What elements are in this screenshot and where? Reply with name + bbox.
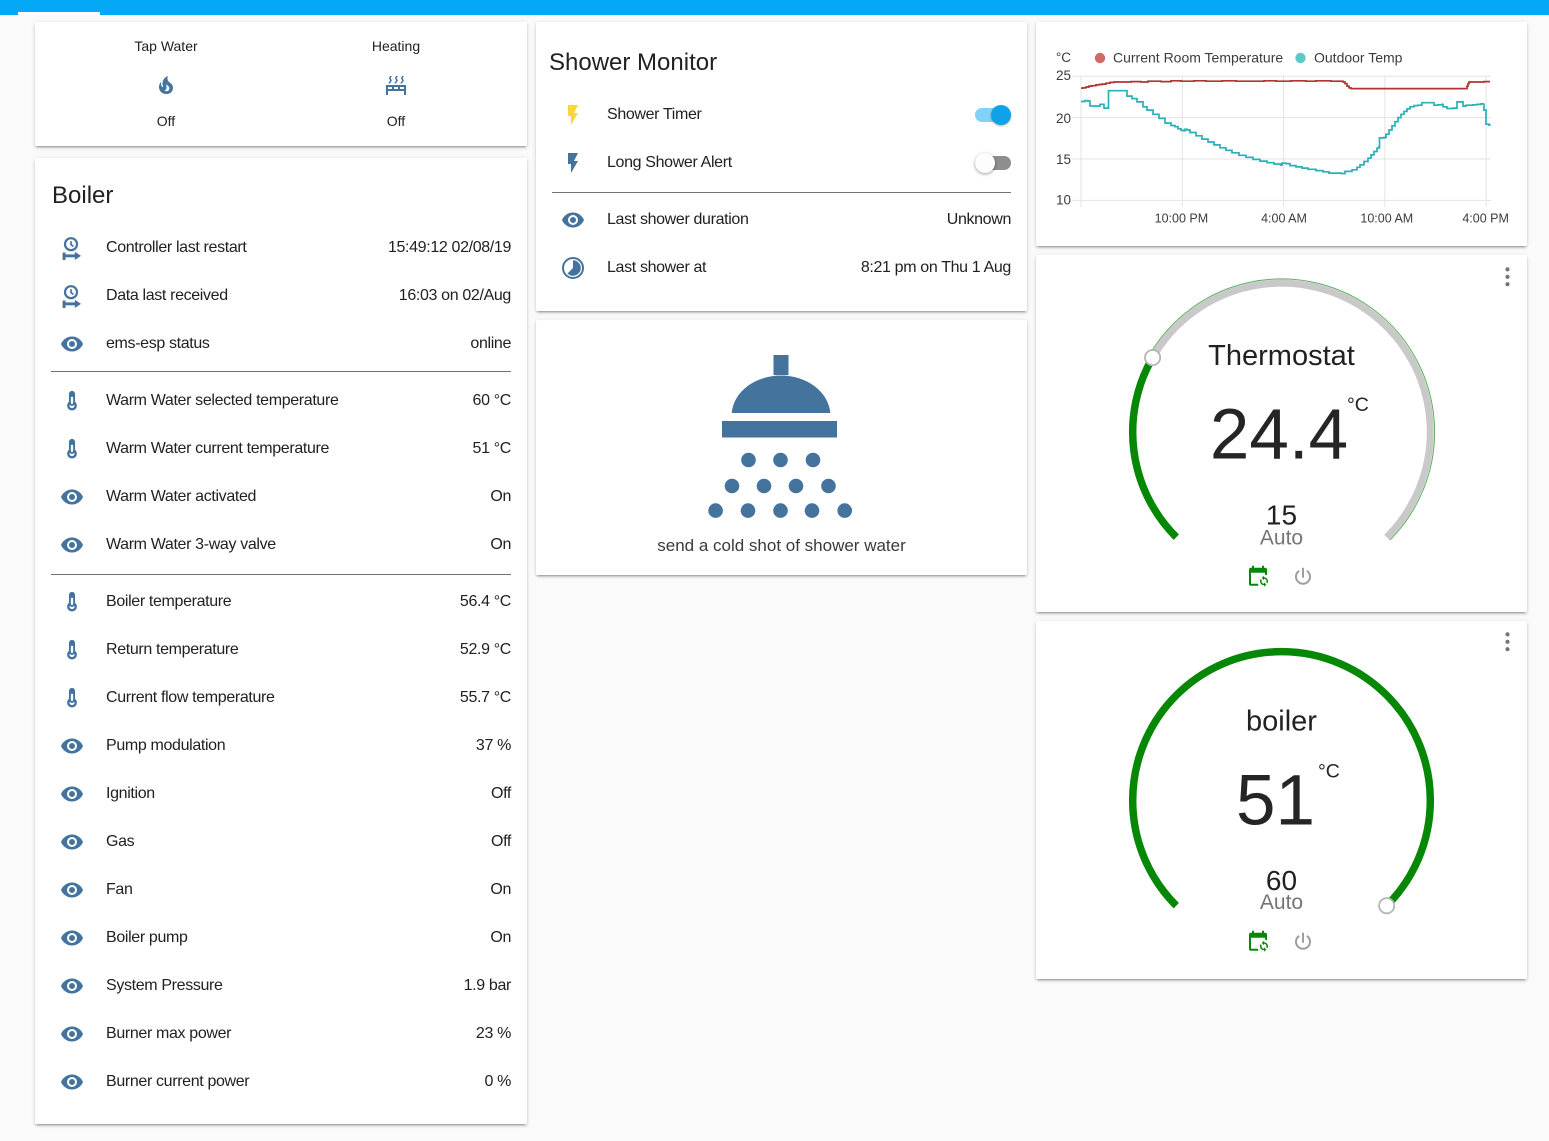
svg-text:°C: °C <box>1347 394 1369 416</box>
svg-text:4:00 PM: 4:00 PM <box>1462 211 1509 225</box>
svg-text:10:00 PM: 10:00 PM <box>1155 211 1209 225</box>
svg-text:25: 25 <box>1056 68 1071 83</box>
svg-text:15: 15 <box>1266 500 1297 531</box>
svg-text:4:00 AM: 4:00 AM <box>1261 211 1307 225</box>
svg-text:51: 51 <box>1236 762 1315 841</box>
svg-text:60: 60 <box>1266 865 1297 896</box>
svg-text:Auto: Auto <box>1260 891 1303 914</box>
svg-text:20: 20 <box>1056 111 1071 126</box>
svg-text:Auto: Auto <box>1260 527 1303 550</box>
svg-text:Thermostat: Thermostat <box>1208 340 1355 372</box>
svg-text:°C: °C <box>1318 761 1340 783</box>
svg-text:°C: °C <box>1056 50 1071 65</box>
svg-text:15: 15 <box>1056 152 1071 167</box>
svg-text:10:00 AM: 10:00 AM <box>1360 211 1413 225</box>
svg-text:24.4: 24.4 <box>1210 396 1348 475</box>
svg-text:Current Room Temperature: Current Room Temperature <box>1113 50 1283 66</box>
svg-text:boiler: boiler <box>1246 706 1317 738</box>
svg-text:Outdoor Temp: Outdoor Temp <box>1314 50 1403 66</box>
svg-text:10: 10 <box>1056 193 1071 208</box>
